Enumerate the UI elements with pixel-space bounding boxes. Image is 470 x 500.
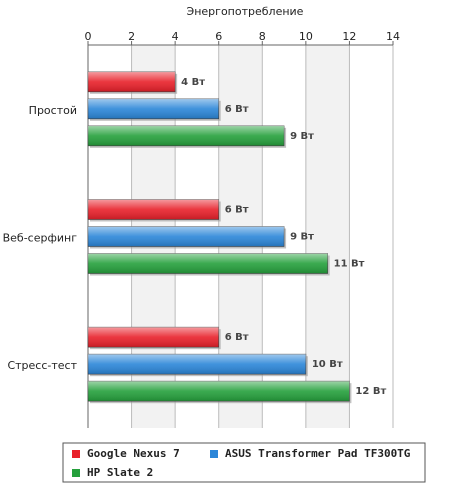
legend-label: HP Slate 2	[87, 466, 153, 479]
bar-highlight	[88, 354, 306, 375]
value-label: 11 Вт	[334, 259, 365, 270]
x-tick-label: 4	[172, 30, 179, 43]
bar-highlight	[88, 253, 328, 274]
x-tick-label: 2	[128, 30, 135, 43]
bar-highlight	[88, 98, 219, 119]
value-label: 4 Вт	[181, 77, 205, 88]
value-label: 6 Вт	[225, 205, 249, 216]
bar-highlight	[88, 125, 285, 146]
legend-label: ASUS Transformer Pad TF300TG	[225, 447, 411, 460]
value-label: 9 Вт	[290, 232, 314, 243]
bar-highlight	[88, 199, 219, 220]
legend-label: Google Nexus 7	[87, 447, 180, 460]
bar-highlight	[88, 226, 285, 247]
x-tick-label: 0	[85, 30, 92, 43]
bar-highlight	[88, 71, 176, 92]
plot-band	[305, 45, 350, 428]
x-tick-label: 6	[215, 30, 222, 43]
chart-title: Энергопотребление	[187, 5, 304, 18]
value-label: 6 Вт	[225, 332, 249, 343]
bar-highlight	[88, 327, 219, 348]
x-tick-label: 10	[299, 30, 313, 43]
plot-band	[349, 45, 393, 428]
value-label: 10 Вт	[312, 359, 343, 370]
x-tick-label: 8	[259, 30, 266, 43]
y-tick-label: Веб-серфинг	[3, 232, 78, 245]
legend-box	[62, 442, 426, 483]
y-tick-label: Простой	[29, 104, 77, 117]
value-label: 12 Вт	[355, 386, 386, 397]
legend-swatch	[72, 469, 80, 477]
value-label: 6 Вт	[225, 104, 249, 115]
bar-highlight	[88, 381, 350, 402]
value-label: 9 Вт	[290, 131, 314, 142]
x-tick-label: 14	[386, 30, 400, 43]
x-tick-label: 12	[342, 30, 356, 43]
y-tick-label: Стресс-тест	[7, 359, 77, 372]
legend-swatch	[210, 450, 218, 458]
legend-swatch	[72, 450, 80, 458]
